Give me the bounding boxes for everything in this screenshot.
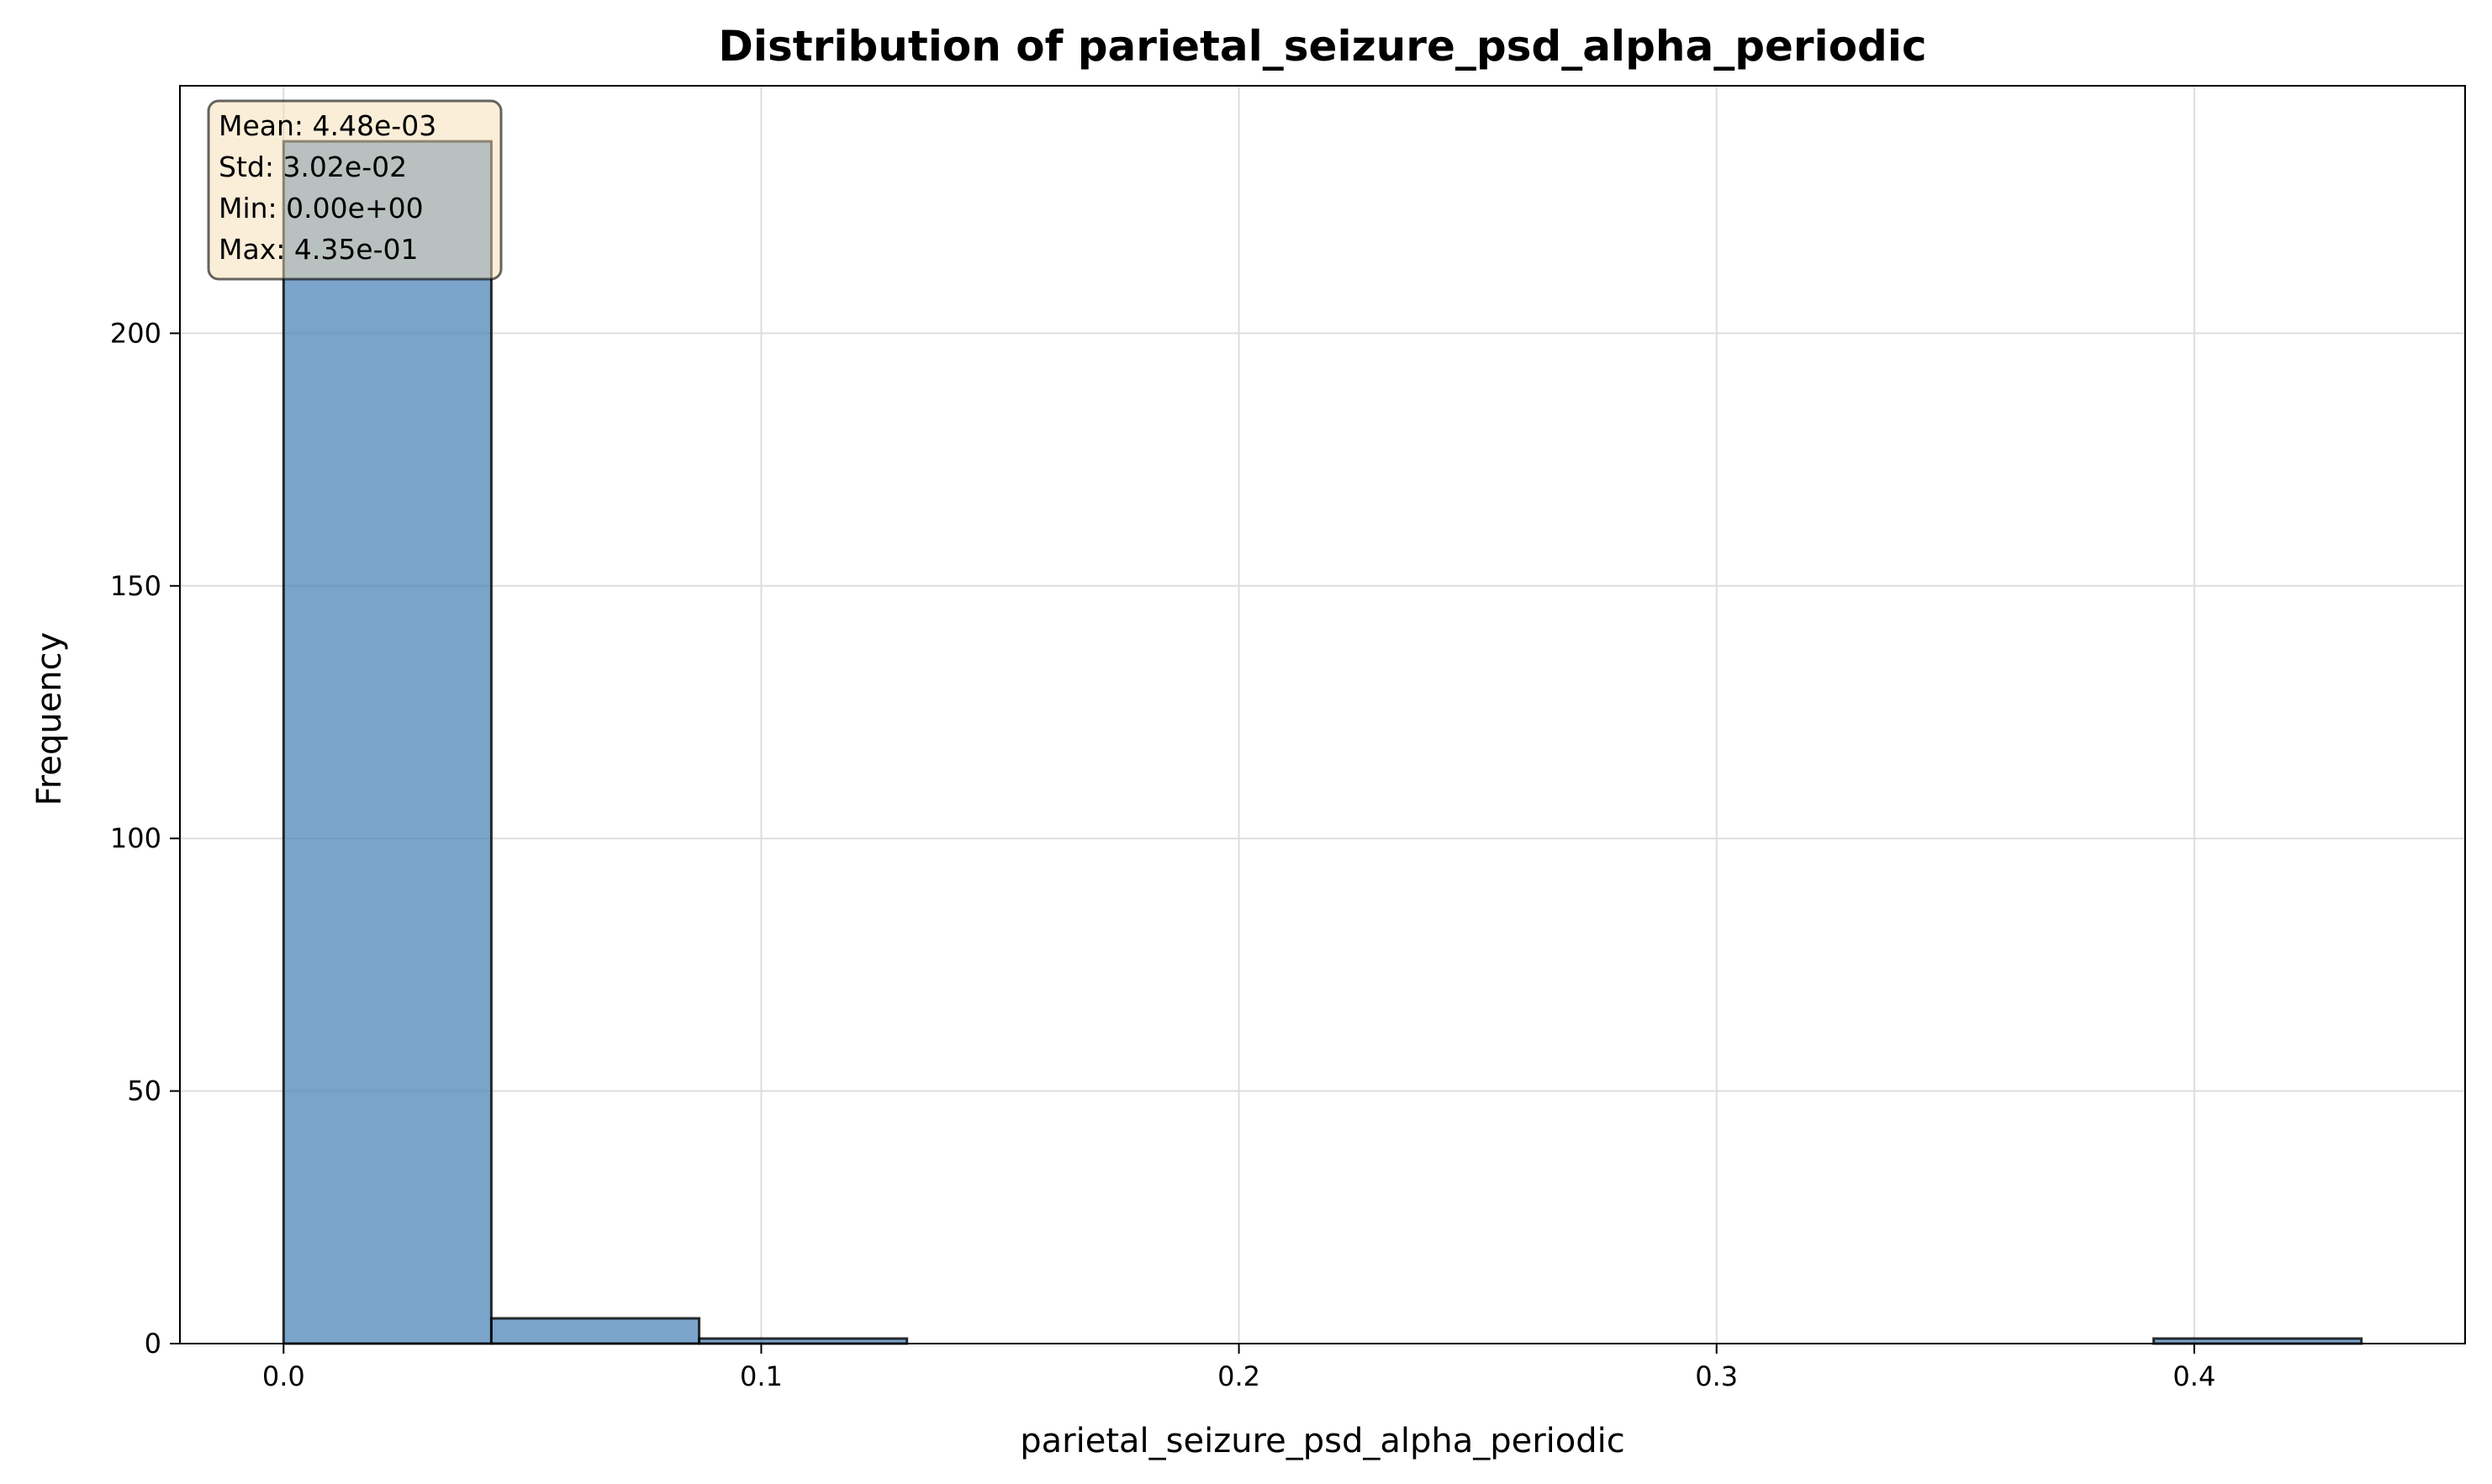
histogram-bar	[489, 1317, 701, 1345]
x-tick-label: 0.3	[1695, 1360, 1738, 1392]
x-tick-label: 0.4	[2173, 1360, 2215, 1392]
stats-line: Mean: 4.48e-03	[219, 109, 436, 142]
histogram-bars	[282, 140, 2363, 1345]
histogram-bar	[282, 140, 493, 1345]
stats-box: Mean: 4.48e-03 Std: 3.02e-02 Min: 0.00e+00…	[207, 99, 503, 281]
grid-lines	[180, 86, 2465, 1344]
y-tick-label: 100	[110, 822, 161, 854]
x-tick-label: 0.1	[740, 1360, 783, 1392]
y-tick-label: 200	[110, 317, 161, 349]
chart-title: Distribution of parietal_seizure_psd_alp…	[718, 22, 1926, 71]
y-tick-label: 150	[110, 570, 161, 602]
stats-box-background	[207, 99, 503, 281]
y-tick-label: 0	[145, 1328, 161, 1360]
axis-ticks: 0.0 0.1 0.2 0.3 0.4 0 50 100 150 200	[110, 317, 2215, 1392]
stats-line: Max: 4.35e-01	[219, 233, 419, 266]
y-tick-label: 50	[127, 1075, 161, 1107]
plot-frame	[179, 85, 2466, 1344]
x-axis-label: parietal_seizure_psd_alpha_periodic	[1020, 1422, 1625, 1460]
stats-line: Std: 3.02e-02	[219, 151, 407, 183]
x-tick-label: 0.2	[1217, 1360, 1260, 1392]
stats-line: Min: 0.00e+00	[219, 192, 424, 224]
x-tick-label: 0.0	[262, 1360, 305, 1392]
y-axis-label: Frequency	[30, 632, 69, 806]
